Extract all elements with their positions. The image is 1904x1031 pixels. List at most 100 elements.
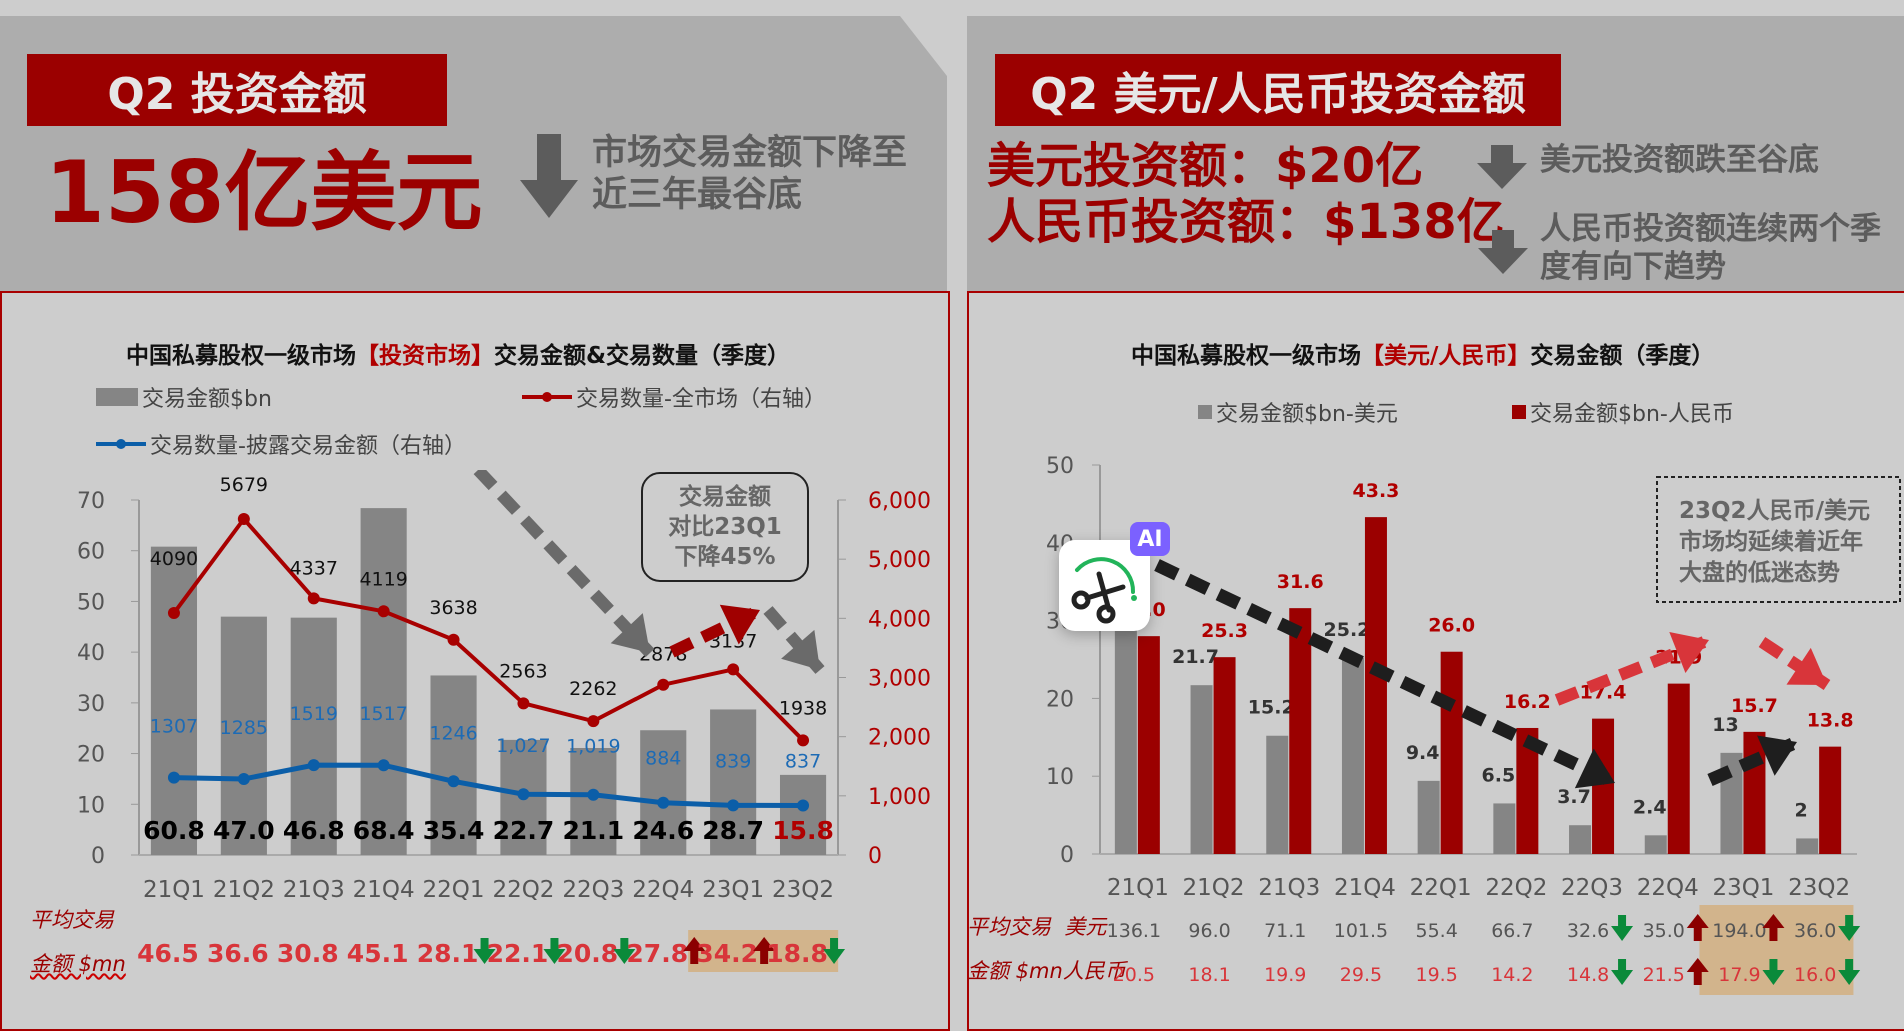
- y-tick-label: 0: [1060, 843, 1074, 868]
- red-trend-arrow-2-head: [1786, 647, 1827, 685]
- line-value-label: 884: [645, 748, 681, 770]
- bar-usd: [1644, 835, 1667, 854]
- bar-value-label: 46.8: [283, 816, 345, 845]
- bar-value-label: 15.8: [772, 816, 834, 845]
- x-tick-label: 21Q4: [1334, 875, 1396, 901]
- x-tick-label: 21Q1: [143, 877, 205, 903]
- trend-down-icon: [823, 938, 846, 964]
- y2-tick-label: 5,000: [868, 548, 931, 573]
- trend-down-icon: [1611, 915, 1634, 941]
- bar-rmb-label: 16.2: [1504, 691, 1551, 713]
- legend-blue-line-icon: [96, 439, 146, 449]
- line-value-label: 837: [785, 750, 821, 772]
- line-value-label: 4090: [150, 548, 198, 570]
- red-trend-arrow-2: [1758, 636, 1831, 691]
- title-part: 交易金额&交易数量（季度）: [494, 343, 791, 369]
- x-tick-label: 22Q2: [492, 877, 554, 903]
- line-value-label: 1246: [429, 722, 477, 744]
- bar-usd: [1569, 825, 1592, 854]
- bar-value-label: 60.8: [143, 816, 205, 845]
- avg-rows-svg: 136.1 96.0 71.1 101.5 55.4 66.7 32.6 35.0 194.0 3…: [1107, 905, 1861, 995]
- bar-usd-label: 3.7: [1557, 786, 1591, 808]
- legend-rmb: 交易金额$bn-人民币: [1512, 396, 1734, 428]
- bar-usd: [1266, 735, 1289, 854]
- avg-rmb-value: 14.2: [1491, 964, 1533, 986]
- line-marker: [517, 697, 530, 710]
- red-trend-arrow-head: [719, 604, 760, 645]
- avg-rmb-value: 16.0: [1794, 964, 1836, 986]
- right-avg-deal-label: 平均交易 美元 金额 $mn人民币: [967, 905, 1126, 993]
- left-note-line-1: 市场交易金额下降至: [592, 133, 908, 173]
- line-marker: [727, 663, 740, 676]
- trend-down-icon: [1762, 959, 1785, 985]
- rmb-investment-line: 人民币投资额：$138亿: [987, 194, 1505, 250]
- line-value-label: 4337: [290, 557, 338, 579]
- x-tick-label: 22Q1: [1410, 875, 1472, 901]
- legend-label: 交易金额$bn-美元: [1216, 402, 1398, 427]
- avg-deal-value: 45.1: [347, 939, 409, 968]
- avg-rmb-value: 17.9: [1718, 964, 1760, 986]
- avg-usd-label: 美元: [1064, 915, 1107, 939]
- bar-amount: [290, 617, 337, 855]
- avg-rmb-value: 21.5: [1643, 964, 1685, 986]
- line-value-label: 839: [715, 750, 751, 772]
- y-tick-label: 70: [77, 489, 105, 514]
- avg-usd-value: 96.0: [1188, 920, 1230, 942]
- line-value-label: 1285: [220, 717, 268, 739]
- line-marker: [727, 799, 740, 812]
- avg-label-line-2: 金额 $mn: [967, 959, 1063, 983]
- bar-value-label: 21.1: [563, 816, 625, 845]
- trend-down-icon: [1838, 959, 1861, 985]
- bar-value-label: 28.7: [702, 816, 764, 845]
- line-marker: [167, 607, 180, 620]
- avg-deal-value: 18.8: [766, 939, 828, 968]
- y-tick-label: 10: [1046, 765, 1074, 790]
- avg-usd-value: 36.0: [1794, 920, 1836, 942]
- avg-rmb-value: 29.5: [1340, 964, 1382, 986]
- annotation-text: 下降45%: [674, 544, 775, 570]
- x-tick-label: 21Q2: [213, 877, 275, 903]
- bar-usd-label: 13: [1712, 714, 1738, 736]
- y2-tick-label: 6,000: [868, 489, 931, 514]
- annotation-box: [1656, 476, 1901, 603]
- y-tick-label: 30: [77, 692, 105, 717]
- left-chart-title: 中国私募股权一级市场【投资市场】交易金额&交易数量（季度）: [126, 336, 790, 370]
- avg-rmb-value: 14.8: [1567, 964, 1609, 986]
- arrow-down-icon: [520, 134, 578, 218]
- trend-down-icon: [543, 938, 566, 964]
- bar-value-label: 35.4: [423, 816, 485, 845]
- annotation-text: 大盘的低迷态势: [1679, 559, 1840, 586]
- legend-red-line-icon: [522, 392, 572, 402]
- rmb-arrow-down-icon: [1478, 230, 1528, 274]
- bar-amount: [779, 774, 827, 855]
- line-value-label: 2563: [499, 660, 547, 682]
- bar-usd-label: 6.5: [1482, 764, 1516, 786]
- bar-usd: [1190, 685, 1213, 854]
- y2-tick-label: 2,000: [868, 726, 931, 751]
- rmb-note: 人民币投资额连续两个季 度有向下趋势: [1540, 210, 1881, 286]
- bar-value-label: 22.7: [493, 816, 555, 845]
- bar-amount: [570, 747, 617, 855]
- legend-label: 交易数量-披露交易金额（右轴）: [150, 434, 466, 459]
- trend-up-icon: [1762, 914, 1785, 941]
- line-marker: [587, 715, 600, 728]
- avg-rmb-value: 19.9: [1264, 964, 1306, 986]
- line-value-label: 1938: [779, 697, 827, 719]
- bar-rmb: [1364, 517, 1387, 854]
- bar-amount: [430, 675, 477, 855]
- line-value-label: 3638: [429, 597, 477, 619]
- avg-deal-value: 34.2: [696, 939, 758, 968]
- avg-deal-value: 22.1: [487, 939, 549, 968]
- line-marker: [307, 592, 320, 605]
- y-tick-label: 10: [77, 793, 105, 818]
- trend-down-icon: [613, 938, 636, 964]
- x-tick-label: 23Q1: [1712, 875, 1774, 901]
- x-tick-label: 22Q2: [1485, 875, 1547, 901]
- legend-line-disclosed: 交易数量-披露交易金额（右轴）: [96, 428, 466, 460]
- bar-usd: [1796, 838, 1819, 854]
- bar-rmb: [1667, 683, 1690, 854]
- y2-tick-label: 0: [868, 844, 882, 869]
- bar-usd: [1341, 657, 1364, 854]
- legend-line-all-market: 交易数量-全市场（右轴）: [522, 381, 826, 413]
- y-tick-label: 20: [77, 743, 105, 768]
